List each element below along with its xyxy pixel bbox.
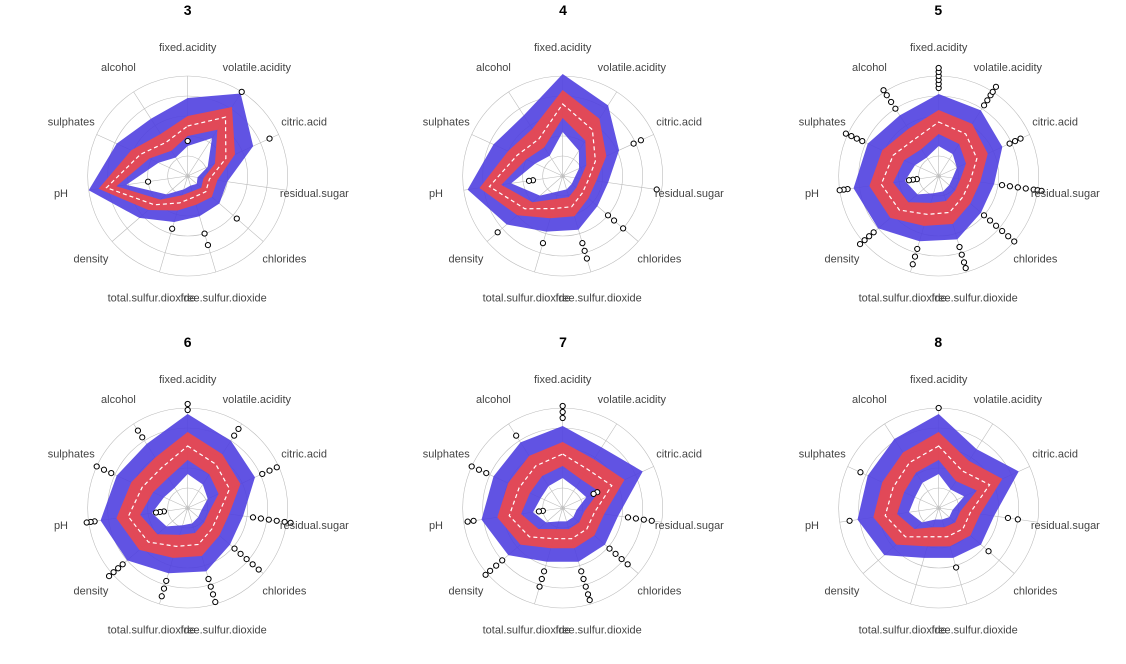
axis-label: fixed.acidity xyxy=(910,42,968,54)
axis-label: total.sulfur.dioxide xyxy=(108,293,196,305)
axis-label: total.sulfur.dioxide xyxy=(108,625,196,637)
radar-panel: 7fixed.acidityvolatile.aciditycitric.aci… xyxy=(375,332,750,664)
axis-label: total.sulfur.dioxide xyxy=(858,293,946,305)
axis-label: volatile.acidity xyxy=(598,62,667,74)
axis-label: pH xyxy=(805,188,819,200)
axis-label: sulphates xyxy=(423,449,471,461)
radar-panel: 6fixed.acidityvolatile.aciditycitric.aci… xyxy=(0,332,375,664)
axis-label: fixed.acidity xyxy=(910,374,968,386)
axis-label: chlorides xyxy=(262,254,306,266)
axis-label: citric.acid xyxy=(281,117,327,129)
radar-panel: 4fixed.acidityvolatile.aciditycitric.aci… xyxy=(375,0,750,332)
axis-label: alcohol xyxy=(852,62,887,74)
axis-label: chlorides xyxy=(1013,254,1057,266)
axis-label: volatile.acidity xyxy=(973,394,1042,406)
axis-label: chlorides xyxy=(262,586,306,598)
axis-label: total.sulfur.dioxide xyxy=(483,293,571,305)
axis-label: pH xyxy=(429,188,443,200)
axis-label: residual.sugar xyxy=(280,520,349,532)
axis-label: sulphates xyxy=(48,449,96,461)
axis-label: citric.acid xyxy=(1032,449,1078,461)
axis-label: density xyxy=(824,586,859,598)
axis-label: alcohol xyxy=(101,394,136,406)
axis-label: alcohol xyxy=(852,394,887,406)
axis-label: chlorides xyxy=(1013,586,1057,598)
axis-label: volatile.acidity xyxy=(598,394,667,406)
axis-label: pH xyxy=(54,188,68,200)
axis-label: citric.acid xyxy=(281,449,327,461)
radar-panel: 8fixed.acidityvolatile.aciditycitric.aci… xyxy=(751,332,1126,664)
axis-label: pH xyxy=(54,520,68,532)
radar-grid: 3fixed.acidityvolatile.aciditycitric.aci… xyxy=(0,0,1126,664)
axis-label: residual.sugar xyxy=(655,188,724,200)
axis-label: citric.acid xyxy=(1032,117,1078,129)
axis-label: density xyxy=(74,254,109,266)
axis-label: citric.acid xyxy=(657,117,703,129)
radar-panel: 5fixed.acidityvolatile.aciditycitric.aci… xyxy=(751,0,1126,332)
axis-label: citric.acid xyxy=(657,449,703,461)
axis-label: residual.sugar xyxy=(1031,520,1100,532)
axis-label: alcohol xyxy=(476,62,511,74)
axis-label: chlorides xyxy=(638,254,682,266)
axis-label: sulphates xyxy=(798,449,846,461)
axis-label: density xyxy=(449,586,484,598)
axis-label: volatile.acidity xyxy=(223,62,292,74)
axis-label: pH xyxy=(429,520,443,532)
axis-label: density xyxy=(824,254,859,266)
axis-label: fixed.acidity xyxy=(534,42,592,54)
axis-label: volatile.acidity xyxy=(973,62,1042,74)
axis-label: density xyxy=(74,586,109,598)
axis-label: fixed.acidity xyxy=(159,42,217,54)
axis-label: fixed.acidity xyxy=(534,374,592,386)
axis-label: pH xyxy=(805,520,819,532)
axis-label: sulphates xyxy=(798,117,846,129)
axis-label: residual.sugar xyxy=(655,520,724,532)
axis-label: total.sulfur.dioxide xyxy=(483,625,571,637)
axis-label: alcohol xyxy=(101,62,136,74)
axis-label: volatile.acidity xyxy=(223,394,292,406)
axis-label: alcohol xyxy=(476,394,511,406)
axis-label: fixed.acidity xyxy=(159,374,217,386)
axis-label: sulphates xyxy=(423,117,471,129)
axis-label: density xyxy=(449,254,484,266)
axis-label: total.sulfur.dioxide xyxy=(858,625,946,637)
axis-label: sulphates xyxy=(48,117,96,129)
axis-label: chlorides xyxy=(638,586,682,598)
radar-panel: 3fixed.acidityvolatile.aciditycitric.aci… xyxy=(0,0,375,332)
axis-label: residual.sugar xyxy=(1031,188,1100,200)
axis-label: residual.sugar xyxy=(280,188,349,200)
